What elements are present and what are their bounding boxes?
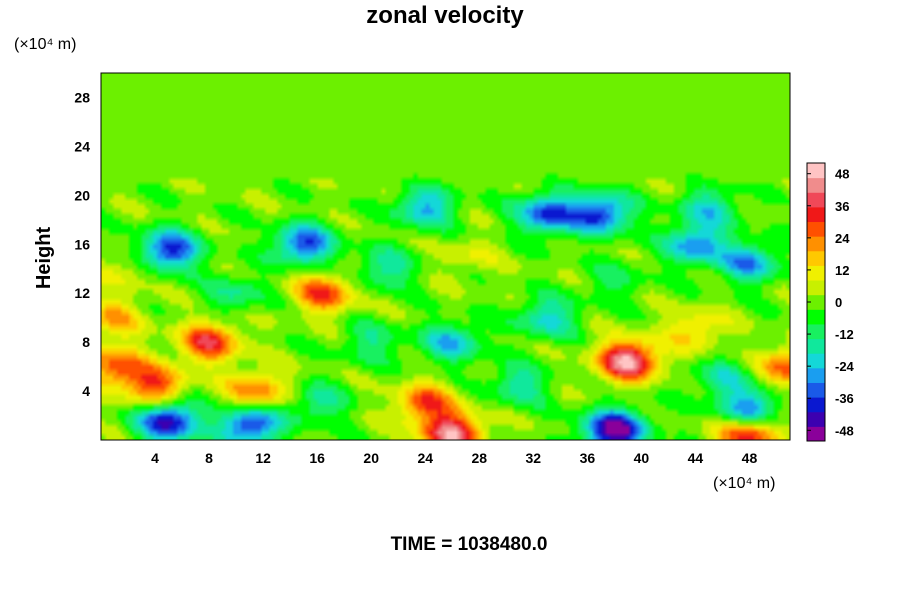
colorbar-tick-label: -24 — [835, 359, 855, 374]
colorbar-band — [807, 294, 825, 310]
colorbar-band — [807, 280, 825, 296]
y-tick-label: 16 — [74, 236, 90, 252]
colorbar: 48 36 24 12 0 -12 -24 -36 -48 — [806, 162, 855, 442]
colorbar-band — [807, 367, 825, 383]
colorbar-tick-label: -48 — [835, 423, 854, 438]
colorbar-band — [807, 353, 825, 369]
x-tick-label: 8 — [205, 450, 213, 466]
colorbar-tick-label: 36 — [835, 199, 849, 214]
x-tick-label: 4 — [151, 450, 159, 466]
x-tick-label: 32 — [526, 450, 542, 466]
colorbar-band — [807, 397, 825, 413]
y-tick-label: 20 — [74, 187, 90, 203]
colorbar-band — [807, 221, 825, 237]
colorbar-band — [807, 323, 825, 340]
chart-title: zonal velocity — [366, 2, 524, 29]
x-tick-label: 28 — [471, 450, 487, 466]
x-tick-label: 44 — [688, 450, 704, 466]
colorbar-band — [807, 192, 825, 208]
colorbar-tick-label: 48 — [835, 167, 849, 182]
colorbar-band — [807, 426, 825, 442]
colorbar-band — [807, 236, 825, 252]
plot-area — [100, 72, 791, 441]
x-axis-ticks: 4 8 12 16 20 24 28 32 36 40 44 48 — [151, 450, 757, 466]
colorbar-bands — [807, 163, 825, 442]
y-tick-label: 12 — [74, 285, 90, 301]
x-axis-unit: (×10⁴ m) — [713, 475, 775, 492]
y-axis-label: Height — [33, 227, 55, 290]
colorbar-band — [807, 411, 825, 427]
colorbar-band — [807, 338, 825, 354]
plot-frame — [100, 72, 791, 441]
y-tick-label: 28 — [74, 89, 90, 105]
velocity-field — [101, 73, 790, 440]
y-tick-label: 4 — [82, 383, 90, 399]
colorbar-band — [807, 163, 825, 179]
time-label: TIME = 1038480.0 — [391, 534, 548, 555]
x-tick-label: 48 — [742, 450, 758, 466]
colorbar-band — [807, 382, 825, 398]
colorbar-band — [807, 265, 825, 281]
colorbar-band — [807, 177, 825, 193]
y-axis-unit: (×10⁴ m) — [14, 36, 76, 53]
colorbar-tick-label: -12 — [835, 327, 854, 342]
x-tick-label: 36 — [580, 450, 596, 466]
colorbar-band — [807, 250, 825, 266]
y-tick-label: 8 — [82, 334, 90, 350]
y-tick-label: 24 — [74, 138, 90, 154]
x-tick-label: 16 — [309, 450, 325, 466]
colorbar-tick-label: 24 — [835, 231, 850, 246]
colorbar-tick-label: 0 — [835, 295, 842, 310]
colorbar-tick-label: 12 — [835, 263, 849, 278]
x-tick-label: 24 — [417, 450, 433, 466]
x-tick-label: 20 — [363, 450, 379, 466]
x-tick-label: 40 — [634, 450, 650, 466]
colorbar-tick-label: -36 — [835, 391, 854, 406]
colorbar-ticks: 48 36 24 12 0 -12 -24 -36 -48 — [807, 167, 855, 438]
x-tick-label: 12 — [255, 450, 271, 466]
colorbar-band — [807, 206, 825, 223]
y-axis-ticks: 4 8 12 16 20 24 28 — [74, 89, 90, 399]
colorbar-band — [807, 309, 825, 325]
